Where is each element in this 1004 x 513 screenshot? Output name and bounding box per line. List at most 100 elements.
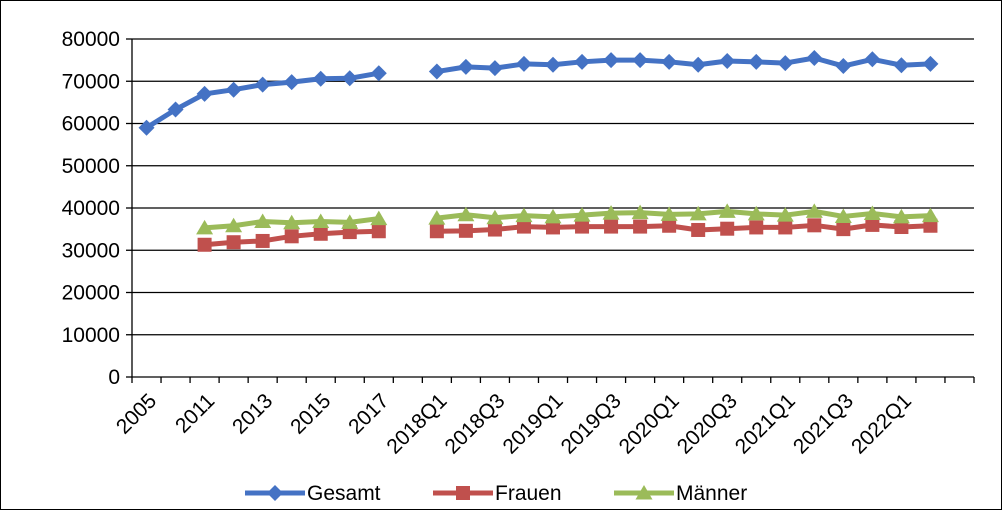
data-point-gesamt (748, 53, 765, 70)
data-point-männer (457, 206, 475, 222)
data-point-männer (341, 214, 359, 229)
x-tick-label: 2005 (112, 389, 161, 438)
x-tick-label: 2022Q1 (847, 389, 916, 458)
series-männer (196, 203, 939, 235)
data-point-männer (283, 214, 301, 230)
x-tick-label: 2018Q1 (382, 389, 451, 458)
data-point-gesamt (777, 55, 794, 72)
data-point-frauen (371, 224, 386, 239)
x-tick-label: 2013 (228, 389, 277, 438)
y-tick-label: 20000 (62, 282, 120, 305)
data-point-frauen (546, 220, 560, 235)
y-tick-label: 80000 (62, 28, 120, 51)
legend-item-frauen: Frauen (433, 482, 562, 505)
y-tick-label: 10000 (62, 324, 120, 347)
data-point-männer (515, 207, 533, 223)
data-point-frauen (720, 221, 735, 236)
data-point-frauen (575, 219, 590, 234)
data-point-gesamt (603, 52, 620, 69)
data-point-gesamt (864, 51, 881, 68)
data-point-männer (718, 203, 736, 218)
x-tick-label: 2019Q1 (499, 389, 568, 458)
data-point-männer (225, 217, 243, 233)
data-point-männer (573, 207, 591, 222)
series-gesamt (138, 50, 939, 136)
data-point-männer (805, 203, 823, 218)
legend-label: Gesamt (307, 482, 381, 505)
data-point-gesamt (922, 55, 939, 72)
data-point-männer (660, 206, 678, 221)
data-point-männer (892, 208, 910, 224)
x-tick-label: 2020Q3 (673, 389, 742, 458)
data-point-frauen (807, 218, 822, 233)
x-tick-label: 2017 (344, 389, 393, 438)
legend-marker (456, 486, 470, 500)
data-point-frauen (836, 222, 851, 237)
data-point-frauen (429, 224, 444, 239)
data-point-gesamt (893, 57, 910, 74)
data-point-frauen (197, 237, 212, 252)
x-tick-label: 2018Q3 (440, 389, 509, 458)
data-point-männer (747, 205, 765, 221)
data-point-gesamt (661, 53, 678, 70)
data-point-männer (834, 208, 852, 223)
data-point-frauen (894, 220, 909, 235)
data-point-männer (196, 219, 214, 235)
y-tick-label: 40000 (62, 197, 120, 220)
legend-item-männer: Männer (614, 482, 747, 505)
series-line (436, 55, 931, 75)
data-point-gesamt (545, 56, 561, 73)
data-point-gesamt (254, 76, 271, 93)
series-line (436, 222, 931, 234)
legend: Gesamt Frauen Männer (245, 482, 747, 505)
data-point-gesamt (486, 60, 503, 77)
data-point-gesamt (167, 101, 184, 118)
data-point-männer (863, 205, 881, 220)
data-point-frauen (516, 219, 531, 234)
data-point-frauen (749, 220, 764, 235)
x-tick-label: 2015 (286, 389, 335, 438)
y-tick-label: 60000 (62, 113, 120, 136)
data-point-frauen (662, 218, 677, 233)
data-point-männer (631, 204, 649, 220)
data-point-gesamt (312, 70, 329, 87)
data-point-frauen (313, 226, 328, 241)
data-point-frauen (226, 235, 241, 250)
data-point-frauen (255, 233, 270, 248)
data-point-männer (602, 205, 620, 220)
data-point-gesamt (690, 56, 707, 73)
x-tick-label: 2021Q1 (731, 389, 800, 458)
data-point-frauen (604, 219, 619, 234)
data-point-frauen (865, 217, 880, 232)
data-point-gesamt (515, 55, 532, 72)
data-point-gesamt (196, 85, 213, 102)
data-point-frauen (284, 229, 299, 244)
gridlines (132, 38, 974, 336)
data-point-männer (921, 207, 939, 223)
y-tick-label: 30000 (62, 239, 120, 262)
legend-label: Männer (676, 482, 747, 505)
data-point-gesamt (225, 81, 242, 98)
x-tick-label: 2021Q3 (789, 389, 858, 458)
data-point-gesamt (370, 65, 387, 82)
y-tick-label: 0 (108, 366, 120, 389)
data-point-gesamt (341, 70, 358, 87)
data-point-gesamt (806, 50, 823, 67)
data-point-gesamt (138, 119, 155, 136)
series-layer (138, 50, 939, 252)
legend-label: Frauen (495, 482, 562, 505)
x-tick-label: 2011 (171, 389, 219, 437)
data-point-männer (776, 207, 794, 222)
data-point-frauen (487, 222, 502, 237)
data-point-männer (312, 213, 330, 229)
data-point-gesamt (283, 74, 300, 91)
x-tick-label: 2020Q1 (615, 389, 684, 458)
data-point-gesamt (457, 58, 474, 75)
data-point-frauen (778, 220, 793, 235)
data-point-männer (689, 205, 707, 221)
data-point-gesamt (835, 58, 852, 75)
y-tick-label: 50000 (62, 155, 120, 178)
legend-item-gesamt: Gesamt (245, 482, 381, 505)
